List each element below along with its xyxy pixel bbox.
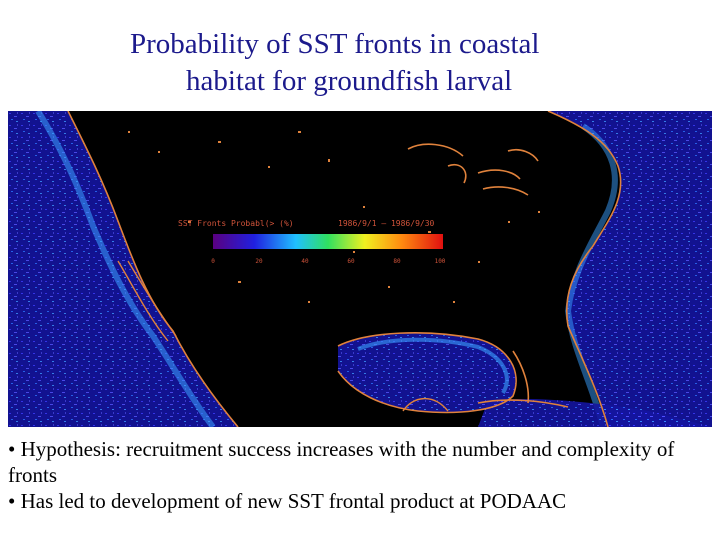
yucatan-outline	[402, 397, 449, 412]
legend-tick-20: 20	[255, 258, 263, 265]
cuba-outline	[477, 399, 569, 408]
gulf-front-band	[357, 337, 509, 395]
legend-tick-60: 60	[347, 258, 355, 265]
sst-map-graphic: SST Fronts Probabl(> (%) 1986/9/1 — 1986…	[8, 111, 712, 427]
slide-title: Probability of SST fronts in coastal hab…	[100, 26, 640, 100]
pacific-front-band	[35, 111, 216, 427]
gulf-of-mexico	[338, 332, 517, 413]
slide-title-line-1: Probability of SST fronts in coastal	[130, 28, 540, 60]
legend-tick-100: 100	[435, 258, 446, 265]
florida-outline	[512, 350, 530, 404]
east-coast-outline	[547, 111, 622, 427]
west-coast-outline	[67, 111, 239, 427]
slide-title-line-2: habitat for groundfish larval	[186, 65, 513, 97]
bullet-list: • Hypothesis: recruitment success increa…	[8, 436, 708, 514]
baja-peninsula-outline	[117, 260, 177, 342]
sst-fronts-map: SST Fronts Probabl(> (%) 1986/9/1 — 1986…	[8, 111, 712, 427]
gulf-coast-outline	[337, 332, 517, 414]
legend-tick-80: 80	[393, 258, 401, 265]
legend-tick-40: 40	[301, 258, 309, 265]
bullet-podaac-product: • Has led to development of new SST fron…	[8, 489, 567, 513]
atlantic-ocean	[548, 111, 712, 427]
bullet-hypothesis: • Hypothesis: recruitment success increa…	[8, 437, 675, 487]
legend-tick-0: 0	[211, 258, 215, 265]
legend-color-bar	[213, 234, 443, 249]
caribbean-sea	[478, 399, 712, 427]
interior-lakes-dots	[128, 131, 540, 303]
great-lakes-outline	[407, 143, 539, 196]
legend-date-range: 1986/9/1 — 1986/9/30	[338, 219, 435, 228]
legend-title: SST Fronts Probabl(> (%)	[178, 219, 294, 228]
